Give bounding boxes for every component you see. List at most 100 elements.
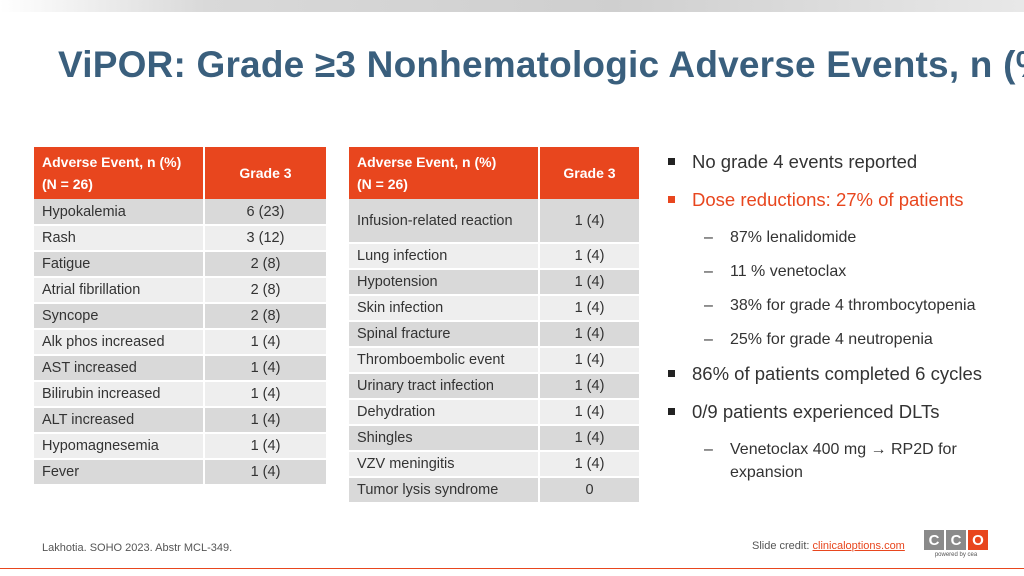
event-cell: Infusion-related reaction <box>349 199 539 244</box>
sub-bullet-text: 38% for grade 4 thrombocytopenia <box>730 297 976 314</box>
value-cell: 1 (4) <box>203 433 326 460</box>
table-row: Lung infection 1 (4) <box>349 243 639 270</box>
event-cell: Syncope <box>34 303 204 330</box>
table-row: Syncope 2 (8) <box>34 303 326 330</box>
table-row: Hypokalemia 6 (23) <box>34 199 326 226</box>
table-row: Skin infection 1 (4) <box>349 295 639 322</box>
sub-bullet-text: Venetoclax 400 mg → RP2D for expansion <box>730 441 957 481</box>
summary-bullet-list: No grade 4 events reported Dose reductio… <box>668 150 1013 495</box>
bullet-completed-cycles: 86% of patients completed 6 cycles <box>668 362 1013 386</box>
bullet-text: 86% of patients completed 6 cycles <box>692 363 982 384</box>
value-cell: 1 (4) <box>538 425 639 452</box>
logo-letter: C <box>946 530 966 550</box>
bullet-text: Dose reductions: 27% of patients <box>692 189 964 210</box>
sub-bullet-neutropenia: –25% for grade 4 neutropenia <box>668 328 1013 351</box>
event-cell: Lung infection <box>349 243 539 270</box>
dash-bullet-icon: – <box>704 441 713 458</box>
bullet-no-grade4: No grade 4 events reported <box>668 150 1013 174</box>
dash-bullet-icon: – <box>704 229 713 246</box>
logo-tagline: powered by cea <box>934 552 978 558</box>
event-cell: Dehydration <box>349 399 539 426</box>
value-cell: 1 (4) <box>538 347 639 374</box>
header-line-1: Adverse Event, n (%) <box>42 154 182 170</box>
event-cell: Rash <box>34 225 204 252</box>
event-cell: VZV meningitis <box>349 451 539 478</box>
logo-letter: C <box>924 530 944 550</box>
value-cell: 1 (4) <box>203 329 326 356</box>
event-cell: Skin infection <box>349 295 539 322</box>
value-cell: 1 (4) <box>538 451 639 478</box>
event-cell: Shingles <box>349 425 539 452</box>
event-cell: ALT increased <box>34 407 204 434</box>
event-cell: Hypotension <box>349 269 539 296</box>
value-cell: 1 (4) <box>538 373 639 400</box>
value-cell: 1 (4) <box>538 243 639 270</box>
slide-title: ViPOR: Grade ≥3 Nonhematologic Adverse E… <box>58 44 1024 85</box>
table-row: Infusion-related reaction 1 (4) <box>349 199 639 244</box>
dash-bullet-icon: – <box>704 263 713 280</box>
sub-bullet-lenalidomide: –87% lenalidomide <box>668 226 1013 249</box>
table-row: AST increased 1 (4) <box>34 355 326 382</box>
sub-bullet-rp2d: – Venetoclax 400 mg → RP2D for expansion <box>668 438 1013 484</box>
table-row: Fatigue 2 (8) <box>34 251 326 278</box>
top-gradient-bar <box>0 0 1024 12</box>
value-cell: 2 (8) <box>203 277 326 304</box>
square-bullet-icon <box>668 158 675 165</box>
value-cell: 1 (4) <box>203 381 326 408</box>
column-header-event: Adverse Event, n (%) (N = 26) <box>349 147 540 199</box>
square-bullet-icon <box>668 196 675 203</box>
logo-letter: O <box>968 530 988 550</box>
value-cell: 1 (4) <box>203 459 326 486</box>
column-header-grade: Grade 3 <box>204 147 326 199</box>
logo-letter-boxes: C C O <box>924 530 988 550</box>
adverse-events-table-left: Adverse Event, n (%) (N = 26) Grade 3 Hy… <box>34 147 326 486</box>
sub-bullet-text: 87% lenalidomide <box>730 229 857 246</box>
event-cell: Bilirubin increased <box>34 381 204 408</box>
square-bullet-icon <box>668 370 675 377</box>
bottom-accent-line <box>0 568 1024 569</box>
event-cell: Tumor lysis syndrome <box>349 477 539 504</box>
slide-credit: Slide credit: clinicaloptions.com <box>752 540 905 552</box>
value-cell: 0 <box>538 477 639 504</box>
event-cell: Alk phos increased <box>34 329 204 356</box>
value-cell: 2 (8) <box>203 251 326 278</box>
sub-bullet-thrombocytopenia: –38% for grade 4 thrombocytopenia <box>668 294 1013 317</box>
credit-link[interactable]: clinicaloptions.com <box>812 540 905 552</box>
value-cell: 1 (4) <box>538 295 639 322</box>
table-row: Urinary tract infection 1 (4) <box>349 373 639 400</box>
header-line-2: (N = 26) <box>357 176 408 192</box>
table-row: VZV meningitis 1 (4) <box>349 451 639 478</box>
table-row: Dehydration 1 (4) <box>349 399 639 426</box>
table-header-row: Adverse Event, n (%) (N = 26) Grade 3 <box>34 147 326 199</box>
table-row: Rash 3 (12) <box>34 225 326 252</box>
credit-label: Slide credit: <box>752 540 813 552</box>
event-cell: Hypomagnesemia <box>34 433 204 460</box>
event-cell: Fatigue <box>34 251 204 278</box>
event-cell: Fever <box>34 459 204 486</box>
dash-bullet-icon: – <box>704 331 713 348</box>
event-cell: AST increased <box>34 355 204 382</box>
table-row: Bilirubin increased 1 (4) <box>34 381 326 408</box>
table-row: Hypomagnesemia 1 (4) <box>34 433 326 460</box>
event-cell: Urinary tract infection <box>349 373 539 400</box>
column-header-event: Adverse Event, n (%) (N = 26) <box>34 147 205 199</box>
value-cell: 1 (4) <box>538 269 639 296</box>
cco-logo: C C O powered by cea <box>924 530 988 558</box>
value-cell: 1 (4) <box>538 399 639 426</box>
value-cell: 1 (4) <box>538 321 639 348</box>
sub-bullet-venetoclax: –11 % venetoclax <box>668 260 1013 283</box>
table-row: Thromboembolic event 1 (4) <box>349 347 639 374</box>
event-cell: Hypokalemia <box>34 199 204 226</box>
table-row: Fever 1 (4) <box>34 459 326 486</box>
column-header-grade: Grade 3 <box>539 147 639 199</box>
value-cell: 2 (8) <box>203 303 326 330</box>
bullet-dose-reductions: Dose reductions: 27% of patients <box>668 188 1013 212</box>
citation: Lakhotia. SOHO 2023. Abstr MCL-349. <box>42 542 233 554</box>
bullet-text: No grade 4 events reported <box>692 151 918 172</box>
value-cell: 1 (4) <box>538 199 639 244</box>
value-cell: 1 (4) <box>203 355 326 382</box>
sub-bullet-text: 11 % venetoclax <box>730 263 847 280</box>
event-cell: Thromboembolic event <box>349 347 539 374</box>
value-cell: 1 (4) <box>203 407 326 434</box>
table-row: Atrial fibrillation 2 (8) <box>34 277 326 304</box>
